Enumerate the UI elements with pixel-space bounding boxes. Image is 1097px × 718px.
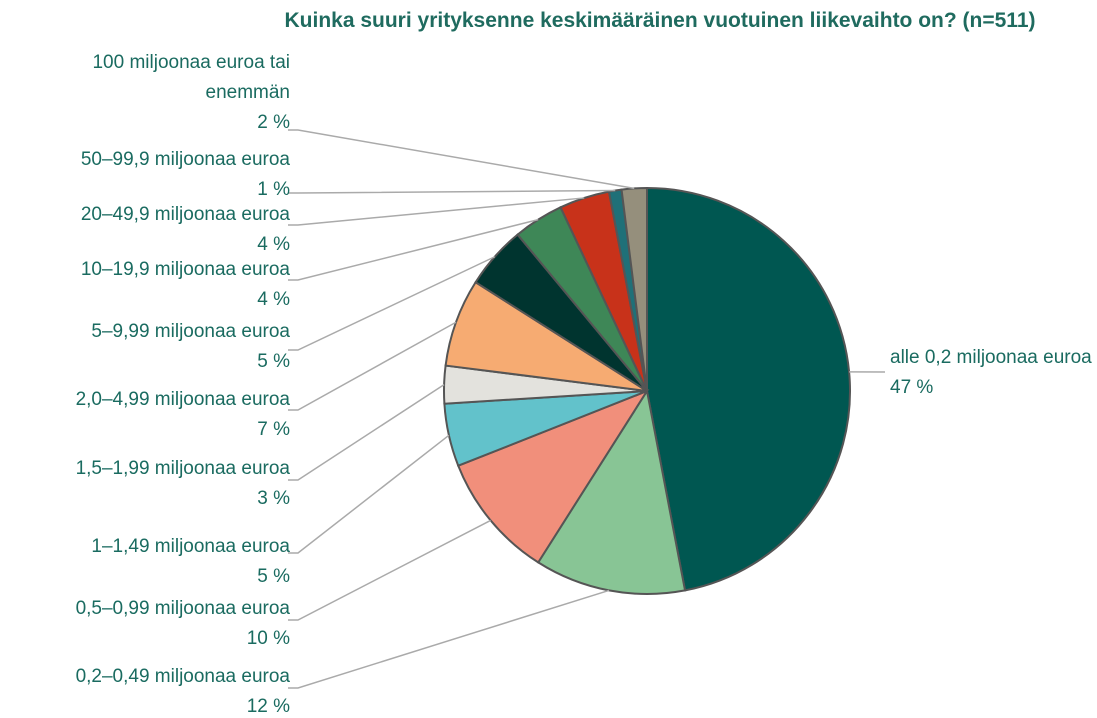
category-label: 1–1,49 miljoonaa euroa xyxy=(91,536,290,557)
pie-slice xyxy=(456,388,650,564)
category-label: 0,2–0,49 miljoonaa euroa xyxy=(75,666,290,687)
value-label: 7 % xyxy=(257,419,290,440)
data-label: 10–19,9 miljoonaa euroa 4 % xyxy=(20,255,290,315)
category-label: 0,5–0,99 miljoonaa euroa xyxy=(75,598,290,619)
category-label: alle 0,2 miljoonaa euroa xyxy=(890,347,1092,368)
value-label: 4 % xyxy=(257,289,290,310)
value-label: 5 % xyxy=(257,566,290,587)
leader-line xyxy=(288,434,450,554)
pie-slice xyxy=(646,186,851,592)
leader-line xyxy=(288,519,491,621)
data-label: 0,5–0,99 miljoonaa euroa 10 % xyxy=(40,594,290,654)
category-label: 20–49,9 miljoonaa euroa xyxy=(80,204,290,225)
data-label: alle 0,2 miljoonaa euroa 47 % xyxy=(890,343,1097,403)
chart-title: Kuinka suuri yrityksenne keskimääräinen … xyxy=(284,9,1036,32)
value-label: 4 % xyxy=(257,234,290,255)
leader-line xyxy=(288,383,445,481)
leader-line xyxy=(288,197,585,226)
category-label: 1,5–1,99 miljoonaa euroa xyxy=(75,458,290,479)
leader-line xyxy=(288,256,496,351)
pie-slice xyxy=(536,388,687,595)
value-label: 2 % xyxy=(257,112,290,133)
data-label: 1,5–1,99 miljoonaa euroa 3 % xyxy=(20,454,290,514)
value-label: 10 % xyxy=(246,628,290,649)
data-label: 1–1,49 miljoonaa euroa 5 % xyxy=(40,532,290,592)
category-label: 2,0–4,99 miljoonaa euroa xyxy=(75,389,290,410)
value-label: 5 % xyxy=(257,351,290,372)
value-label: 3 % xyxy=(257,488,290,509)
category-label: 10–19,9 miljoonaa euroa xyxy=(80,259,290,280)
leader-line xyxy=(288,321,457,411)
leader-line xyxy=(288,189,616,194)
category-label: 5–9,99 miljoonaa euroa xyxy=(91,321,290,342)
data-label: 5–9,99 miljoonaa euroa 5 % xyxy=(20,317,290,377)
data-label: 0,2–0,49 miljoonaa euroa 12 % xyxy=(40,662,290,718)
data-label: 50–99,9 miljoonaa euroa 1 % xyxy=(20,145,290,205)
category-label: 100 miljoonaa euroa tai enemmän xyxy=(92,52,290,103)
data-label: 100 miljoonaa euroa tai enemmän 2 % xyxy=(40,48,290,138)
leader-line xyxy=(288,589,610,689)
value-label: 1 % xyxy=(257,179,290,200)
data-label: 20–49,9 miljoonaa euroa 4 % xyxy=(20,200,290,260)
value-label: 12 % xyxy=(246,696,290,717)
value-label: 47 % xyxy=(890,377,934,398)
leader-line xyxy=(288,129,635,190)
data-label: 2,0–4,99 miljoonaa euroa 7 % xyxy=(20,385,290,445)
leader-line xyxy=(288,218,539,281)
category-label: 50–99,9 miljoonaa euroa xyxy=(80,149,290,170)
